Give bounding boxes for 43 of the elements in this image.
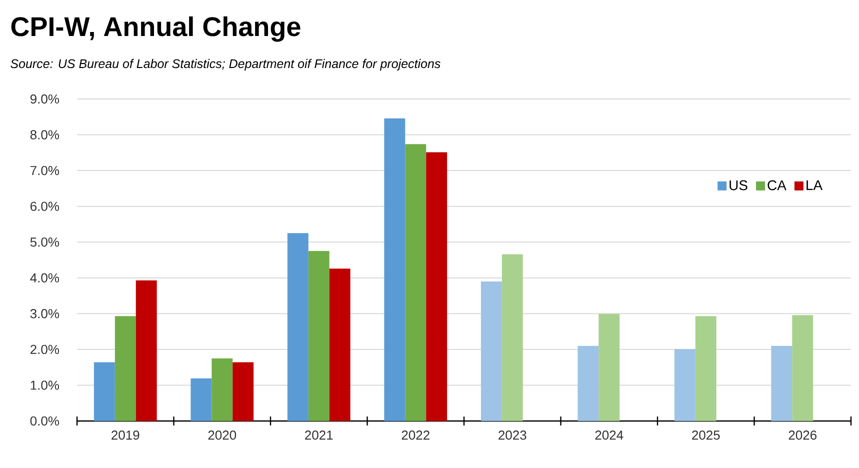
bar bbox=[114, 316, 136, 421]
y-tick-label: 6.0% bbox=[30, 202, 60, 211]
bar bbox=[287, 233, 308, 421]
bar bbox=[695, 316, 716, 421]
y-tick-label: 8.0% bbox=[30, 130, 60, 140]
bar bbox=[405, 144, 426, 421]
bar bbox=[190, 378, 212, 421]
y-tick-label: 9.0% bbox=[30, 94, 60, 104]
bar bbox=[578, 346, 599, 421]
x-tick-label: 2020 bbox=[208, 430, 236, 440]
y-tick-label: 7.0% bbox=[30, 166, 60, 176]
x-tick-label: 2021 bbox=[305, 430, 333, 440]
legend-label: US bbox=[730, 180, 748, 190]
y-tick-label: 5.0% bbox=[30, 237, 60, 247]
x-tick-label: 2019 bbox=[112, 430, 140, 440]
bar bbox=[426, 152, 448, 421]
x-tick-label: 2023 bbox=[498, 430, 526, 440]
bar bbox=[94, 362, 115, 421]
bar bbox=[771, 346, 792, 421]
bar bbox=[308, 251, 330, 421]
legend-label: LA bbox=[806, 180, 823, 190]
bar bbox=[792, 315, 814, 421]
chart-title: CPI-W, Annual Change bbox=[11, 16, 300, 42]
x-tick-label: 2024 bbox=[595, 430, 624, 440]
y-tick-label: 1.0% bbox=[30, 380, 60, 390]
y-tick-label: 3.0% bbox=[30, 309, 60, 318]
bar bbox=[384, 118, 406, 421]
y-tick-label: 0.0% bbox=[30, 416, 60, 426]
x-tick-label: 2026 bbox=[788, 430, 817, 440]
bar bbox=[232, 362, 254, 421]
bar bbox=[136, 280, 157, 421]
y-tick-label: 2.0% bbox=[30, 344, 60, 354]
y-tick-label: 4.0% bbox=[30, 273, 60, 282]
bar bbox=[598, 314, 620, 421]
bar bbox=[502, 254, 523, 421]
legend-label: CA bbox=[768, 180, 786, 190]
bar bbox=[480, 281, 502, 421]
x-tick-label: 2022 bbox=[402, 430, 430, 440]
bar bbox=[212, 358, 233, 421]
chart-subtitle: Source: US Bureau of Labor Statistics; Department oif Finance for projections bbox=[10, 58, 440, 71]
bar bbox=[674, 349, 696, 421]
bar bbox=[329, 268, 350, 421]
x-tick-label: 2025 bbox=[692, 430, 720, 440]
